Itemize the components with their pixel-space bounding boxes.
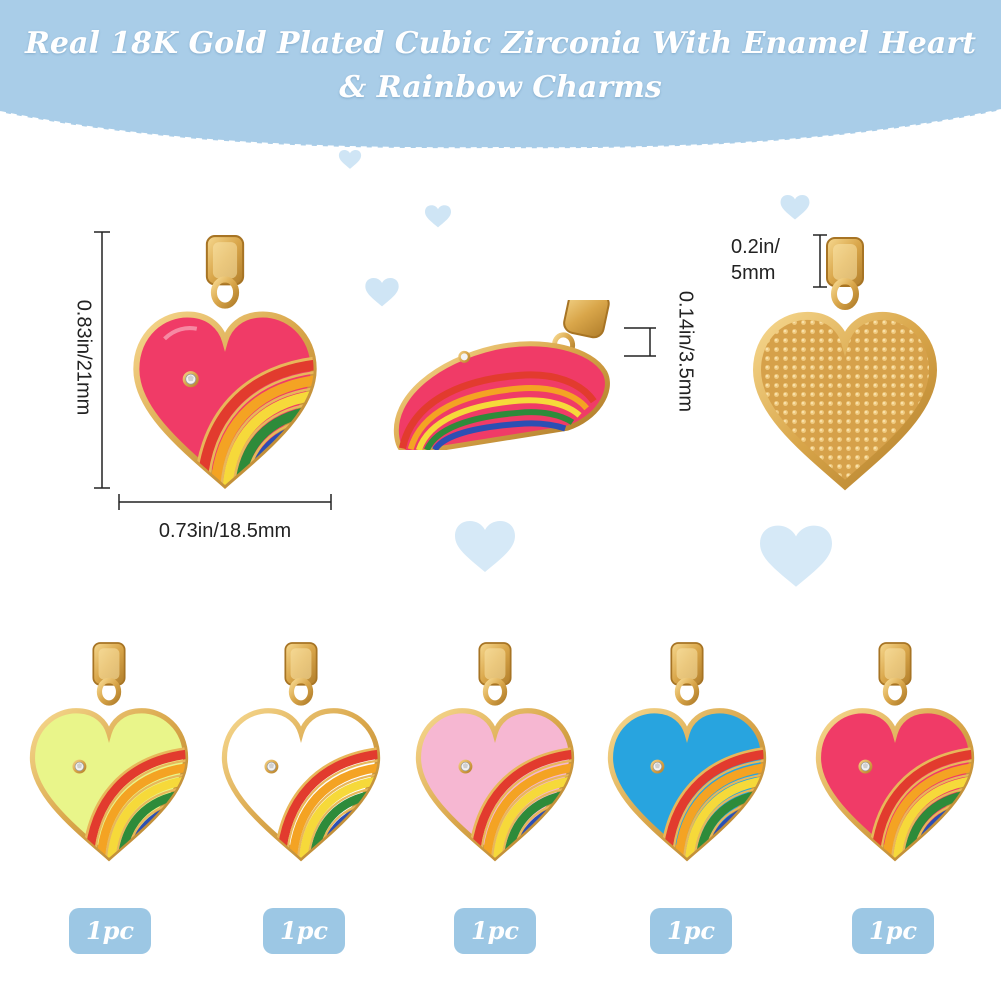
thickness-label: 0.14in/3.5mm — [674, 290, 697, 413]
width-dimension-line — [118, 494, 332, 510]
featured-pendant-front — [133, 228, 332, 492]
decorative-heart-icon — [455, 521, 515, 572]
quantity-badge: 1pc — [69, 908, 151, 954]
bail-label: 0.2in/ 5mm — [731, 234, 780, 286]
bail-dimension-line — [813, 234, 827, 288]
variant-pendant-pink — [415, 636, 582, 864]
thickness-dimension-line — [624, 327, 656, 357]
title-banner — [0, 0, 1001, 150]
variant-pendant-white — [221, 636, 388, 864]
decorative-heart-icon — [365, 278, 399, 307]
decorative-heart-icon — [760, 525, 832, 587]
decorative-heart-icon — [425, 205, 451, 228]
decorative-heart-icon — [338, 150, 362, 169]
quantity-badge: 1pc — [454, 908, 536, 954]
quantity-badge: 1pc — [852, 908, 934, 954]
decorative-heart-icon — [780, 195, 810, 220]
bail-label-line-1: 0.2in/ — [731, 236, 780, 258]
featured-pendant-side — [393, 300, 610, 450]
bail-label-line-2: 5mm — [731, 262, 776, 284]
title-line-2: & Rainbow Charms — [339, 70, 662, 105]
title-line-1: Real 18K Gold Plated Cubic Zirconia With… — [24, 26, 976, 61]
variant-pendant-yellow — [29, 636, 196, 864]
page-title: Real 18K Gold Plated Cubic Zirconia With… — [0, 22, 1001, 110]
quantity-badge: 1pc — [263, 908, 345, 954]
height-dimension-line — [94, 231, 110, 489]
variant-pendant-red — [815, 636, 982, 864]
width-label: 0.73in/18.5mm — [158, 520, 292, 542]
quantity-badge: 1pc — [650, 908, 732, 954]
variant-pendant-blue — [607, 636, 774, 864]
featured-pendant-back — [752, 230, 938, 491]
height-label: 0.83in/21mm — [72, 299, 95, 416]
